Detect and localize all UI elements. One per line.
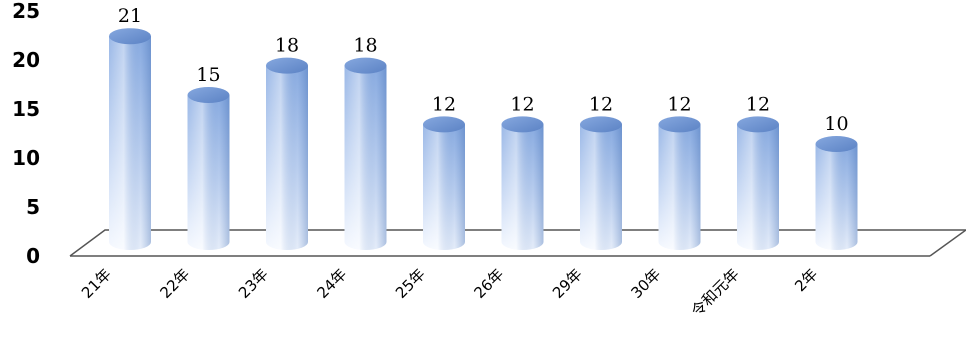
data-label: 15	[196, 64, 220, 86]
bar-shading	[658, 124, 701, 250]
bar-shading	[815, 144, 858, 250]
x-tick-label: 26年	[470, 265, 507, 302]
bar-shading	[580, 124, 622, 250]
x-tick-label: 29年	[549, 265, 586, 302]
data-label: 12	[432, 93, 456, 115]
data-label: 12	[510, 93, 534, 115]
bar-cap	[187, 87, 230, 103]
bar-6	[580, 116, 622, 250]
bar-shading	[187, 95, 230, 250]
bar-shading	[109, 36, 151, 251]
y-axis-ticks: 0 5 10 15 20 25	[12, 0, 40, 268]
bar-cap	[423, 116, 465, 133]
bar-cap	[580, 116, 622, 133]
y-tick-label: 10	[12, 146, 40, 170]
bar-cap	[658, 116, 701, 133]
y-tick-label: 25	[12, 0, 40, 23]
bar-cap	[501, 116, 544, 133]
bar-3	[344, 57, 387, 250]
x-tick-label: 令和元年	[688, 265, 743, 320]
bar-shading	[501, 124, 544, 250]
bar-series	[109, 28, 858, 251]
bar-shading	[737, 124, 779, 250]
x-tick-label: 23年	[235, 265, 272, 302]
y-tick-label: 5	[26, 195, 40, 219]
bar-1	[187, 87, 230, 250]
y-tick-label: 15	[12, 97, 40, 121]
bar-cap	[344, 57, 387, 74]
bar-cap	[266, 57, 308, 74]
data-label: 18	[353, 35, 377, 57]
x-tick-label: 2年	[791, 265, 821, 295]
x-tick-label: 24年	[313, 265, 350, 302]
bar-shading	[423, 124, 465, 250]
bar-8	[737, 116, 779, 250]
bar-4	[423, 116, 465, 250]
bar-shading	[266, 65, 308, 250]
x-tick-label: 21年	[78, 265, 115, 302]
bar-9	[815, 136, 858, 250]
x-axis-ticks: 21年 22年 23年 24年 25年 26年 29年 30年 令和元年 2年	[78, 265, 821, 320]
x-tick-label: 22年	[156, 265, 193, 302]
data-label: 12	[746, 93, 770, 115]
y-tick-label: 20	[12, 48, 40, 72]
x-tick-label: 25年	[392, 265, 429, 302]
bar-shading	[344, 65, 387, 250]
bar-7	[658, 116, 701, 250]
bar-5	[501, 116, 544, 250]
bar-cap	[109, 28, 151, 45]
bar-2	[266, 57, 308, 250]
bar-0	[109, 28, 151, 251]
floor-right-edge	[929, 229, 966, 257]
data-label: 21	[118, 5, 142, 27]
data-labels: 21 15 18 18 12 12 12 12 12 10	[118, 5, 849, 135]
bar-cap	[815, 136, 858, 152]
data-label: 12	[589, 93, 613, 115]
data-label: 10	[824, 113, 848, 135]
y-tick-label: 0	[26, 244, 40, 268]
data-label: 12	[667, 93, 691, 115]
data-label: 18	[275, 35, 299, 57]
bar-cap	[737, 116, 779, 133]
x-tick-label: 30年	[627, 265, 664, 302]
